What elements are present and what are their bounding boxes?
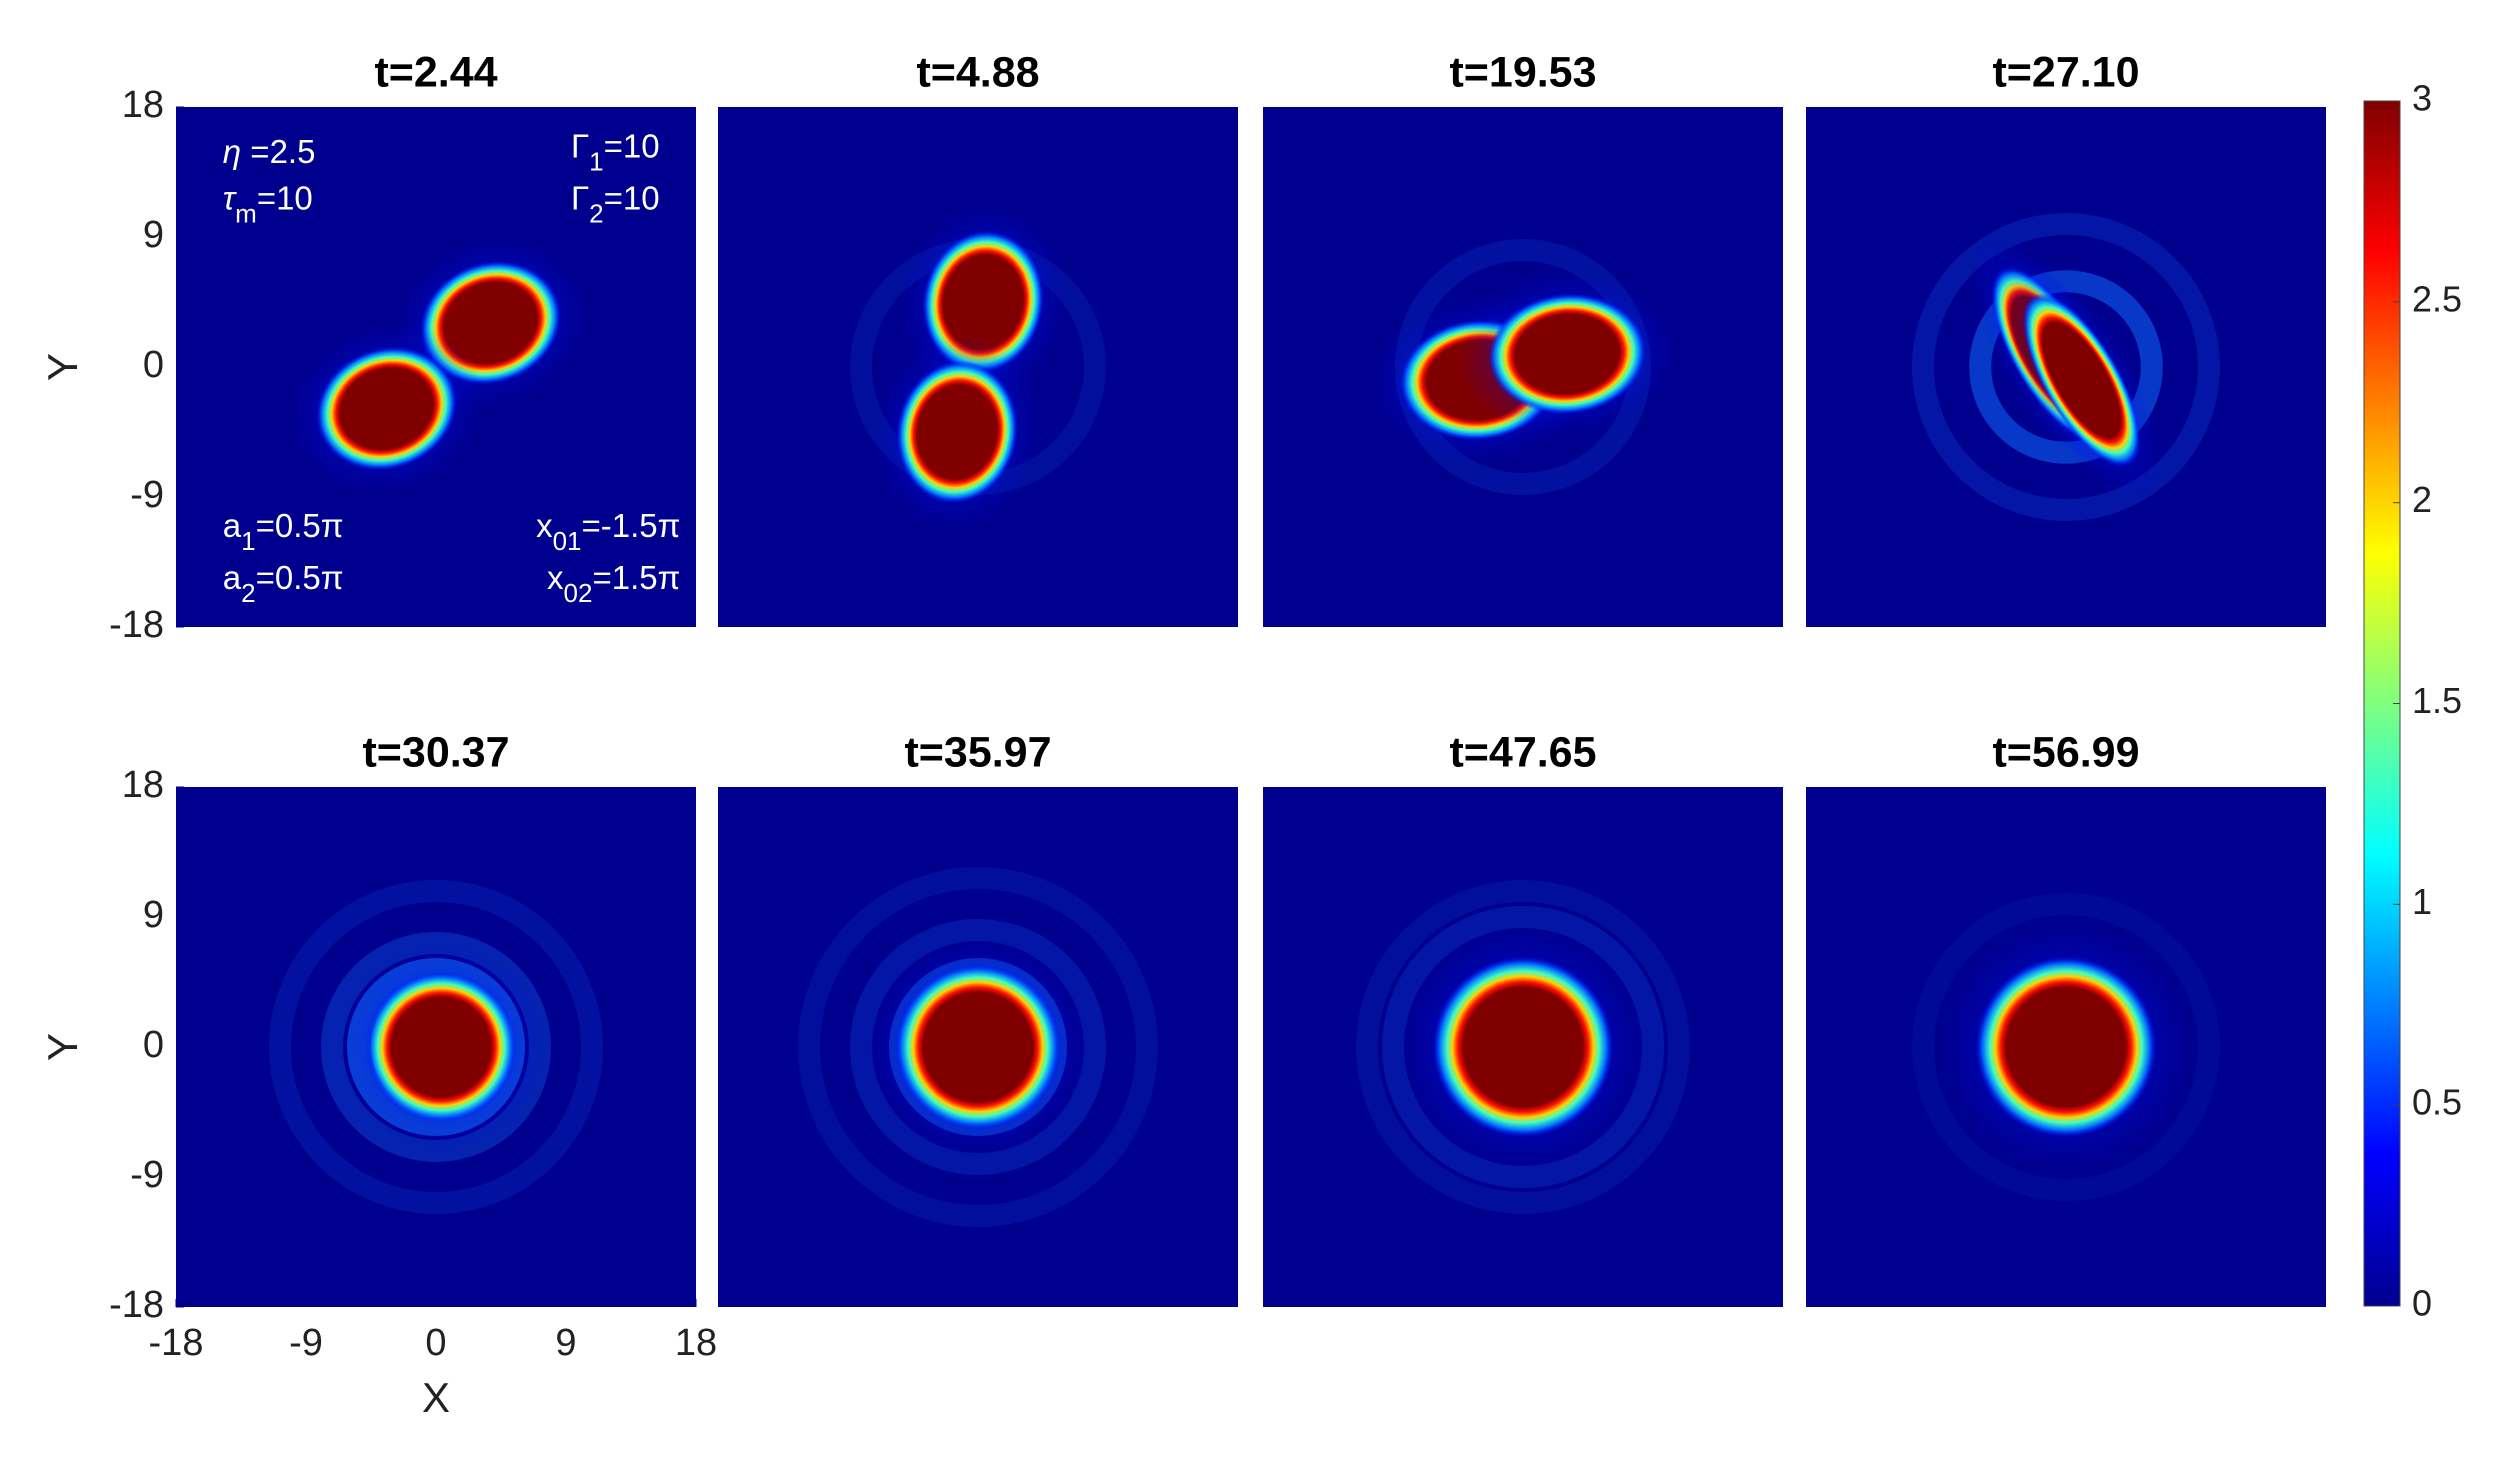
annotation: Γ1=10 <box>571 127 660 176</box>
x-tick-label: 18 <box>675 1322 717 1364</box>
panel-title: t=4.88 <box>916 48 1039 96</box>
y-axis-label: Y <box>39 1033 86 1061</box>
vortex <box>365 971 517 1123</box>
x-tick-label: 0 <box>425 1322 446 1364</box>
wave-ring <box>269 880 603 1214</box>
vortex <box>896 360 1018 504</box>
colorbar-tick-label: 0.5 <box>2412 1082 2462 1123</box>
annotation-subscript: 02 <box>564 578 593 608</box>
annotation-text: =1.5π <box>592 559 680 596</box>
annotation: x01=-1.5π <box>536 507 680 556</box>
wave-ring <box>850 919 1106 1175</box>
annotation: a1=0.5π <box>223 507 344 556</box>
y-tick-label: 9 <box>143 214 164 256</box>
y-tick-label: 18 <box>122 764 164 806</box>
y-axis-label: Y <box>39 353 86 381</box>
annotation-symbol: Γ <box>571 179 589 216</box>
panel-title: t=56.99 <box>1992 728 2139 776</box>
x-tick-label: -18 <box>149 1322 204 1364</box>
vortex <box>316 346 458 471</box>
colorbar-tick-label: 2 <box>2412 479 2432 520</box>
wave-ring <box>1356 880 1690 1214</box>
panel <box>1263 787 1783 1307</box>
annotation-subscript: 1 <box>589 146 603 176</box>
panel-title: t=35.97 <box>904 728 1051 776</box>
annotation-symbol: η <box>223 133 241 170</box>
panel <box>175 786 697 1308</box>
x-axis-label: X <box>422 1374 450 1421</box>
panel-title: t=30.37 <box>362 728 509 776</box>
annotation-subscript: m <box>235 198 257 228</box>
colorbar-tick-label: 1.5 <box>2412 680 2462 721</box>
annotation-symbol: x <box>547 559 564 596</box>
annotation-text: =10 <box>257 179 313 216</box>
annotation: η =2.5 <box>223 133 316 170</box>
y-tick-label: 0 <box>143 344 164 386</box>
annotation-text: =10 <box>604 179 660 216</box>
wave-ring <box>798 867 1158 1227</box>
annotation-text: =0.5π <box>256 559 344 596</box>
y-tick-label: 9 <box>143 894 164 936</box>
x-tick-label: 9 <box>555 1322 576 1364</box>
annotation: a2=0.5π <box>223 559 344 608</box>
annotation-symbol: Γ <box>571 127 589 164</box>
y-tick-label: -9 <box>130 474 164 516</box>
annotation: x02=1.5π <box>547 559 680 608</box>
panel <box>1806 787 2326 1307</box>
y-tick-label: 0 <box>143 1024 164 1066</box>
colorbar-tick-label: 0 <box>2412 1283 2432 1324</box>
y-tick-label: -9 <box>130 1154 164 1196</box>
annotation-text: =-1.5π <box>581 507 680 544</box>
annotation-subscript: 2 <box>589 198 603 228</box>
panel-title: t=2.44 <box>374 48 497 96</box>
y-tick-label: 18 <box>122 84 164 126</box>
x-tick-label: -9 <box>289 1322 323 1364</box>
annotation-symbol: a <box>223 507 242 544</box>
annotation-symbol: τ <box>223 179 238 216</box>
annotation-subscript: 2 <box>241 578 255 608</box>
annotation-text: =0.5π <box>256 507 344 544</box>
vortex <box>1975 956 2157 1138</box>
wave-ring <box>1382 906 1664 1188</box>
wave-ring <box>1912 213 2220 521</box>
panel-title: t=19.53 <box>1449 48 1596 96</box>
annotation-text: =2.5 <box>241 133 315 170</box>
colorbar-tick-label: 3 <box>2412 78 2432 119</box>
colorbar-tick-label: 1 <box>2412 881 2432 922</box>
annotation: Γ2=10 <box>571 179 660 228</box>
colorbar-tick-label: 2.5 <box>2412 278 2462 319</box>
annotation-symbol: a <box>223 559 242 596</box>
vortex <box>2022 293 2141 467</box>
wave-ring <box>1912 893 2220 1201</box>
vortex <box>1432 956 1614 1138</box>
vortex <box>895 964 1061 1130</box>
annotation-text: =10 <box>604 127 660 164</box>
panel <box>1806 107 2326 627</box>
annotation-subscript: 1 <box>241 526 255 556</box>
y-tick-label: -18 <box>109 604 164 646</box>
annotation: τm=10 <box>223 179 313 228</box>
y-tick-label: -18 <box>109 1284 164 1326</box>
panel <box>718 787 1238 1307</box>
annotation-subscript: 01 <box>553 526 582 556</box>
annotation-symbol: x <box>536 507 553 544</box>
panel <box>1263 107 1783 627</box>
vortex <box>1488 293 1647 415</box>
panel <box>718 107 1238 627</box>
panel-title: t=27.10 <box>1992 48 2139 96</box>
panel-title: t=47.65 <box>1449 728 1596 776</box>
panel <box>176 106 696 628</box>
